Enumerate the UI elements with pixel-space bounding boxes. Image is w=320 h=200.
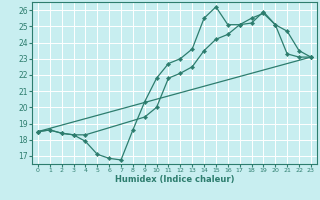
X-axis label: Humidex (Indice chaleur): Humidex (Indice chaleur) <box>115 175 234 184</box>
